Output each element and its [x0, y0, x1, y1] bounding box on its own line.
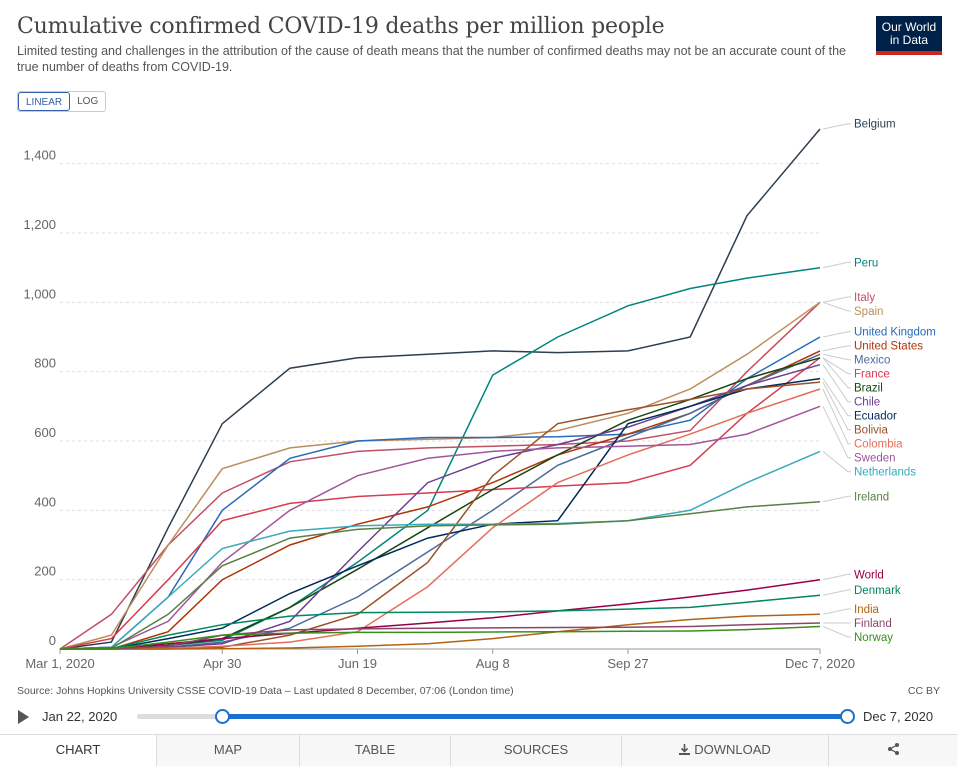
y-tick-label: 200 — [34, 564, 56, 579]
legend-label: Ireland — [854, 491, 889, 503]
legend-label: Belgium — [854, 119, 896, 131]
legend-label: France — [854, 369, 890, 381]
timeline: Jan 22, 2020 Dec 7, 2020 — [0, 704, 957, 730]
share-icon — [887, 743, 899, 755]
play-icon[interactable] — [18, 710, 29, 724]
legend-leader — [822, 301, 851, 312]
line-chart: 0 200 400 600 800 1,000 1,200 1,400 Mar 1, 2020 A… — [23, 119, 936, 671]
series-line — [60, 613, 821, 650]
logo-line1: Our World — [881, 20, 937, 34]
series-line — [59, 500, 821, 650]
legend-label: Finland — [854, 618, 892, 630]
legend-label: India — [854, 604, 880, 616]
tab-share[interactable] — [829, 735, 957, 766]
logo-line2: in Data — [889, 33, 929, 47]
legend-leader — [822, 381, 851, 431]
y-tick-label: 400 — [34, 494, 56, 509]
series-line — [59, 625, 821, 650]
y-tick-label: 1,400 — [23, 148, 56, 163]
legend-label: United States — [854, 341, 923, 353]
legend-label: Sweden — [854, 453, 896, 465]
legend-label: Ecuador — [854, 411, 897, 423]
legend-leader — [822, 378, 851, 417]
legend-label: Peru — [854, 257, 878, 269]
series-line — [59, 450, 821, 650]
legend-leader — [822, 495, 851, 503]
legend-leader — [822, 123, 851, 130]
series-line — [59, 357, 821, 650]
x-tick-label: Apr 30 — [203, 656, 241, 671]
linear-scale-button[interactable]: LINEAR — [18, 92, 71, 111]
legend-leader — [822, 331, 851, 338]
series-line — [59, 301, 821, 650]
legend-leader — [822, 357, 851, 375]
series-line — [59, 128, 821, 650]
legend-leader — [822, 626, 851, 638]
y-tick-label: 800 — [34, 356, 56, 371]
legend-leader — [822, 388, 851, 445]
license-link[interactable]: CC BY — [907, 685, 940, 697]
tab-map[interactable]: MAP — [157, 735, 300, 766]
series-line — [59, 594, 821, 650]
series-line — [59, 405, 821, 650]
timeline-range — [223, 714, 847, 719]
legend-label: Mexico — [854, 355, 890, 367]
chart-title: Cumulative confirmed COVID-19 deaths per… — [17, 14, 665, 39]
series-line — [60, 377, 821, 650]
legend-leader — [822, 573, 851, 581]
tab-chart[interactable]: CHART — [0, 735, 157, 766]
timeline-start-label: Jan 22, 2020 — [42, 709, 118, 724]
x-tick-label: Sep 27 — [607, 656, 648, 671]
x-tick-label: Mar 1, 2020 — [25, 656, 94, 671]
log-scale-button[interactable]: LOG — [77, 96, 99, 107]
owid-logo[interactable]: Our World in Data — [876, 16, 942, 55]
legend-label: Brazil — [854, 383, 883, 395]
legend-label: Denmark — [854, 585, 901, 597]
chart-subtitle: Limited testing and challenges in the at… — [17, 44, 846, 74]
legend-label: Italy — [854, 292, 875, 304]
series-line — [60, 350, 821, 650]
legend-leader — [822, 345, 851, 352]
legend-label: Norway — [854, 632, 893, 644]
legend-leader — [822, 357, 851, 389]
x-tick-label: Aug 8 — [476, 656, 510, 671]
legend-label: Netherlands — [854, 467, 916, 479]
legend-leader — [822, 589, 851, 596]
tab-download[interactable]: DOWNLOAD — [622, 735, 829, 766]
legend-leader — [822, 406, 851, 459]
legend-label: Bolivia — [854, 425, 888, 437]
x-tick-label: Dec 7, 2020 — [785, 656, 855, 671]
timeline-end-label: Dec 7, 2020 — [863, 709, 934, 724]
y-tick-label: 0 — [49, 633, 56, 648]
legend-leader — [822, 353, 851, 361]
tab-download-label: DOWNLOAD — [694, 742, 771, 757]
legend-leader — [822, 364, 851, 403]
tab-bar: CHART MAP TABLE SOURCES DOWNLOAD — [0, 734, 957, 766]
legend-leader — [822, 451, 851, 473]
y-tick-label: 1,200 — [23, 217, 56, 232]
legend-leader — [822, 261, 851, 269]
series-line — [60, 622, 821, 650]
tab-table[interactable]: TABLE — [300, 735, 451, 766]
legend-label: Spain — [854, 306, 883, 318]
x-tick-label: Jun 19 — [338, 656, 377, 671]
legend-leader — [822, 608, 851, 615]
timeline-end-handle[interactable] — [840, 709, 855, 724]
legend-label: Chile — [854, 397, 880, 409]
legend-label: Colombia — [854, 439, 903, 451]
y-tick-label: 600 — [34, 425, 56, 440]
download-icon — [679, 744, 691, 755]
legend-label: World — [854, 569, 884, 581]
timeline-start-handle[interactable] — [215, 709, 231, 724]
y-tick-label: 1,000 — [23, 286, 56, 301]
legend-label: United Kingdom — [854, 327, 936, 339]
legend-leader — [822, 296, 851, 303]
source-note: Source: Johns Hopkins University CSSE CO… — [17, 685, 514, 697]
scale-toggle: LINEAR LOG — [17, 91, 107, 112]
tab-sources[interactable]: SOURCES — [451, 735, 622, 766]
series-line — [59, 578, 821, 650]
